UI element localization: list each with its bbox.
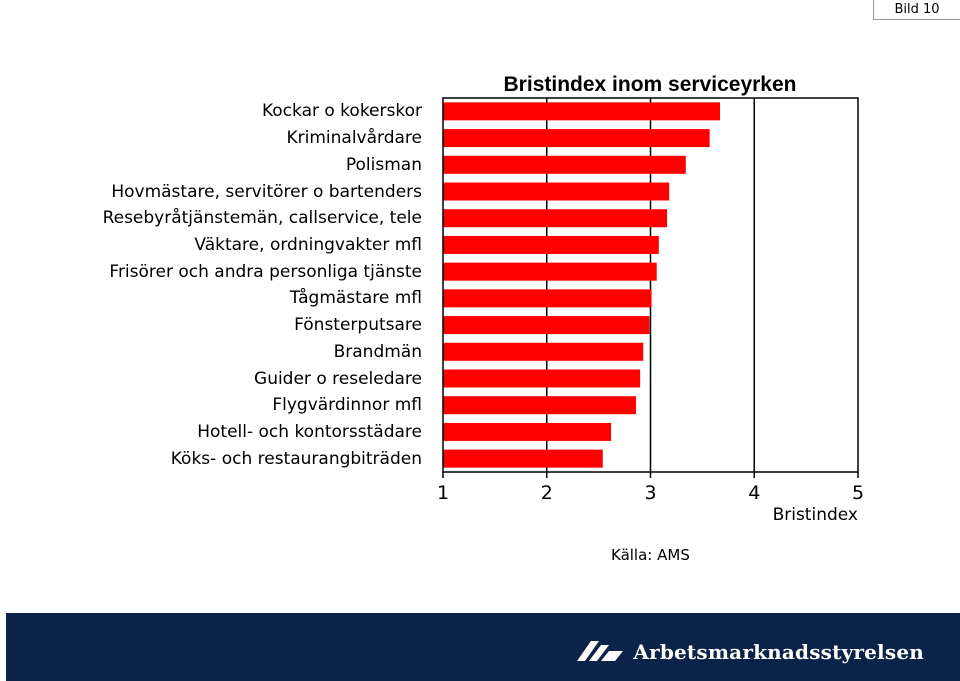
category-label: Väktare, ordningvakter mfl xyxy=(194,234,422,255)
brand-logo: Arbetsmarknadsstyrelsen xyxy=(575,637,924,667)
category-label: Fönsterputsare xyxy=(294,315,422,336)
bar-chart xyxy=(442,97,859,478)
bar xyxy=(443,422,612,441)
category-label: Hotell- och kontorsstädare xyxy=(197,421,422,442)
x-tick-label: 3 xyxy=(644,482,657,504)
bar xyxy=(443,235,659,254)
bar xyxy=(443,369,641,388)
category-label: Brandmän xyxy=(333,341,422,362)
chart-title: Bristindex inom serviceyrken xyxy=(503,73,797,96)
bar xyxy=(443,155,686,174)
category-labels: Kockar o kokerskor Kriminalvårdare Polisma… xyxy=(0,0,430,480)
bar xyxy=(443,182,670,201)
category-label: Kockar o kokerskor xyxy=(261,101,422,122)
bar xyxy=(443,316,650,335)
bar xyxy=(443,262,657,281)
bar xyxy=(443,342,644,361)
bar xyxy=(443,102,721,121)
brand-mark-icon xyxy=(577,641,624,661)
bar xyxy=(443,449,603,468)
bar xyxy=(443,129,710,148)
category-label: Polisman xyxy=(345,154,422,175)
x-tick-label: 1 xyxy=(436,482,450,504)
category-label: Hovmästare, servitörer o bartenders xyxy=(111,181,422,202)
footer-banner: Arbetsmarknadsstyrelsen xyxy=(6,613,960,681)
category-label: Kriminalvårdare xyxy=(286,128,422,149)
category-label: Tågmästare mfl xyxy=(289,288,422,309)
x-tick-label: 5 xyxy=(851,482,865,504)
x-axis-label: Bristindex xyxy=(772,505,858,525)
category-label: Guider o reseledare xyxy=(254,368,422,389)
category-label: Resebyråtjänstemän, callservice, tele xyxy=(102,208,422,229)
x-tick-label: 4 xyxy=(748,482,761,504)
source-note: Källa: AMS xyxy=(611,546,690,564)
bar xyxy=(443,289,652,308)
category-label: Köks- och restaurangbiträden xyxy=(170,448,422,469)
x-tick-label: 2 xyxy=(540,482,553,504)
bar xyxy=(443,396,636,415)
slide-number-label: Bild 10 xyxy=(873,0,960,20)
bar xyxy=(443,209,668,228)
category-label: Frisörer och andra personliga tjänste xyxy=(109,261,422,282)
category-label: Flygvärdinnor mfl xyxy=(272,395,422,416)
brand-name: Arbetsmarknadsstyrelsen xyxy=(633,640,924,664)
